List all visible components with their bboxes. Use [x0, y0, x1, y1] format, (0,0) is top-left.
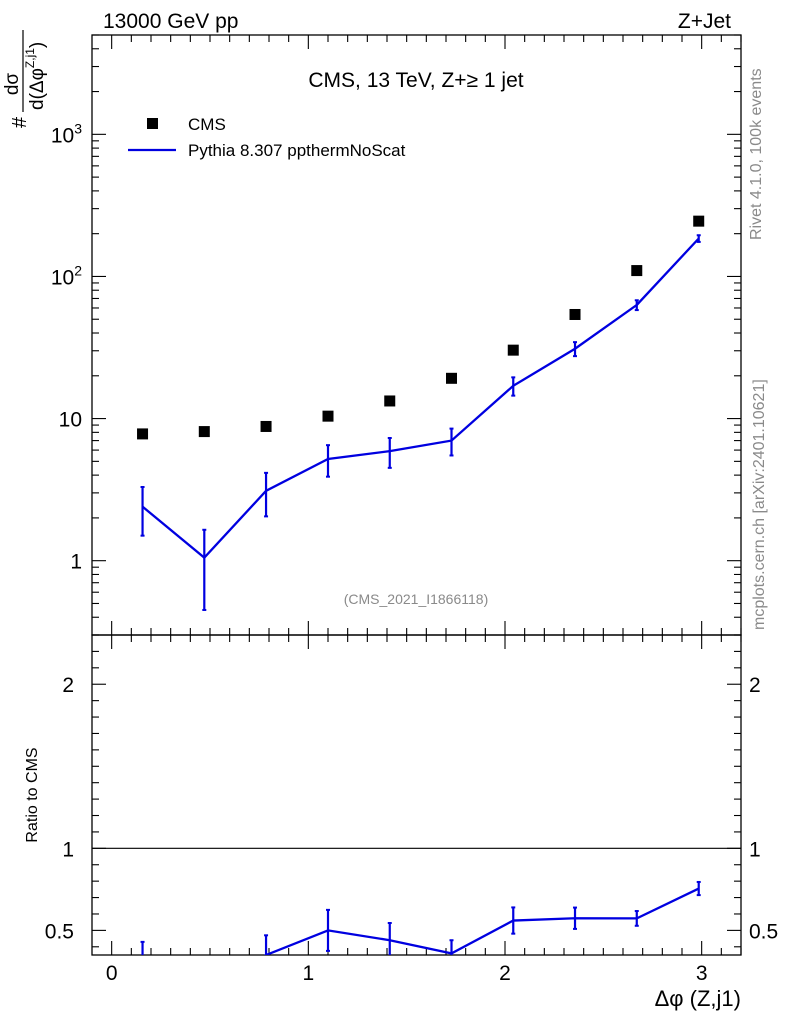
cms-data-series: [137, 215, 705, 440]
pythia-series: [140, 234, 701, 611]
cms-data-point: [198, 426, 210, 438]
y-axis-label-den-close: ): [27, 42, 48, 48]
ratio-axis-ticks: [92, 634, 742, 955]
ratio-tick-label-1: 1: [62, 838, 74, 861]
y-tick-100-exponent: 2: [74, 262, 82, 278]
analysis-id: (CMS_2021_I1866118): [344, 591, 489, 607]
y-axis-label-den-sup: Z,j1: [23, 48, 37, 68]
ratio-tick-label-right-0p5: 0.5: [749, 920, 778, 943]
main-y-tick-labels: 1 10 102 103: [51, 120, 82, 573]
rivet-label: Rivet 4.1.0, 100k events: [748, 68, 765, 240]
legend-pythia-label: Pythia 8.307 ppthermNoScat: [188, 141, 406, 160]
y-axis-label-denominator: d(ΔφZ,j1): [23, 42, 48, 110]
legend-cms-marker: [147, 118, 158, 129]
ratio-tick-label-0p5: 0.5: [45, 920, 74, 943]
ratio-tick-label-2: 2: [62, 674, 74, 697]
y-tick-label-1: 1: [70, 551, 82, 574]
y-axis-label-den-main: d(Δφ: [27, 68, 48, 110]
legend: CMS Pythia 8.307 ppthermNoScat: [128, 115, 406, 160]
y-tick-1000-base: 10: [51, 124, 74, 147]
plot-title: CMS, 13 TeV, Z+≥ 1 jet: [308, 69, 523, 92]
pythia-line: [141, 237, 700, 560]
x-axis-label: Δφ (Z,j1): [655, 986, 741, 1011]
ratio-y-tick-labels: 0.5 1 2 0.5 1 2: [45, 674, 778, 943]
ratio-series: [140, 880, 701, 955]
cms-data-point: [507, 344, 519, 356]
x-tick-labels: 0 1 2 3: [106, 962, 708, 985]
cms-data-point: [631, 265, 643, 277]
cms-data-point: [260, 420, 272, 432]
cms-data-point: [569, 308, 581, 320]
main-axis-ticks: [92, 34, 742, 636]
y-axis-label-numerator: dσ: [2, 73, 23, 96]
y-tick-1000-exponent: 3: [74, 120, 82, 136]
ratio-y-axis-label: Ratio to CMS: [24, 747, 41, 842]
y-tick-100-base: 10: [51, 266, 74, 289]
y-tick-label-100: 102: [51, 262, 82, 289]
x-tick-label-1: 1: [302, 962, 314, 985]
cms-data-point: [446, 372, 458, 384]
y-tick-label-1000: 103: [51, 120, 82, 147]
mcplots-label: mcplots.cern.ch [arXiv:2401.10621]: [751, 379, 768, 630]
cms-data-point: [137, 428, 149, 440]
legend-cms-label: CMS: [188, 115, 226, 134]
y-tick-label-10: 10: [59, 409, 82, 432]
cms-data-point: [384, 395, 396, 407]
x-tick-label-0: 0: [106, 962, 118, 985]
ratio-plot-frame: [91, 634, 742, 956]
header-left: 13000 GeV pp: [103, 10, 238, 33]
ratio-tick-label-right-1: 1: [749, 838, 761, 861]
header-right: Z+Jet: [678, 10, 731, 33]
x-tick-label-2: 2: [499, 962, 511, 985]
ratio-tick-label-right-2: 2: [749, 674, 761, 697]
x-tick-label-3: 3: [696, 962, 708, 985]
y-axis-label-hash: #: [9, 116, 31, 128]
cms-data-point: [322, 410, 334, 422]
cms-data-point: [693, 215, 705, 227]
ratio-line: [263, 887, 700, 955]
y-axis-label: # dσ d(ΔφZ,j1): [2, 30, 48, 128]
